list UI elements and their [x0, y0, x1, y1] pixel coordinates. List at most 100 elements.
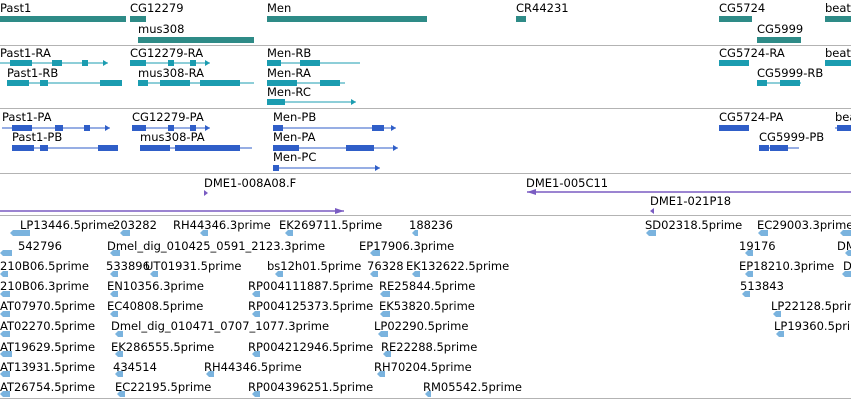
- protein-arrow[interactable]: [759, 145, 764, 151]
- est-label[interactable]: Dmel_dig_010425_0591_2123.3prime: [107, 239, 326, 253]
- est-glyph[interactable]: [252, 351, 260, 357]
- est-label[interactable]: 188236: [409, 218, 453, 232]
- protein-exon[interactable]: [273, 145, 299, 151]
- transcript-arrow[interactable]: [267, 60, 272, 66]
- protein-label[interactable]: Past1-PB: [12, 130, 63, 144]
- est-glyph[interactable]: [0, 331, 10, 337]
- transcript-exon[interactable]: [10, 60, 32, 66]
- protein-arrow[interactable]: [375, 165, 380, 171]
- clone-arrow[interactable]: [335, 208, 344, 214]
- protein-exon[interactable]: [273, 165, 279, 171]
- protein-label[interactable]: CG5999-PB: [759, 130, 825, 144]
- protein-arrow[interactable]: [105, 125, 110, 131]
- protein-label[interactable]: beat: [835, 110, 851, 124]
- est-glyph[interactable]: [117, 391, 125, 397]
- protein-arrow[interactable]: [744, 125, 749, 131]
- transcript-exon[interactable]: [168, 60, 174, 66]
- gene-glyph[interactable]: [516, 16, 526, 22]
- transcript-exon[interactable]: [52, 60, 62, 66]
- protein-arrow[interactable]: [140, 145, 145, 151]
- gene-glyph[interactable]: [130, 16, 146, 22]
- est-label[interactable]: RP004212946.5prime: [248, 340, 374, 354]
- gene-label[interactable]: Past1: [0, 1, 32, 15]
- est-glyph[interactable]: [150, 271, 158, 277]
- gene-label[interactable]: CR44231: [516, 1, 569, 15]
- est-glyph[interactable]: [10, 230, 30, 236]
- est-label[interactable]: EC29003.3prime: [757, 218, 851, 232]
- gene-label[interactable]: beat: [825, 1, 851, 15]
- est-label[interactable]: 434514: [113, 360, 157, 374]
- est-label[interactable]: LP19360.5prime: [774, 319, 851, 333]
- est-glyph[interactable]: [377, 371, 385, 377]
- est-glyph[interactable]: [0, 271, 8, 277]
- protein-exon[interactable]: [346, 145, 374, 151]
- est-label[interactable]: RH44346.3prime: [173, 218, 271, 232]
- est-glyph[interactable]: [380, 311, 390, 317]
- transcript-exon[interactable]: [7, 80, 29, 86]
- transcript-label[interactable]: CG5724-RA: [719, 46, 785, 60]
- clone-label[interactable]: DME1-005C11: [526, 176, 609, 190]
- est-glyph[interactable]: [252, 311, 260, 317]
- est-label[interactable]: LP02290.5prime: [374, 319, 469, 333]
- est-glyph[interactable]: [0, 250, 12, 256]
- protein-exon[interactable]: [190, 125, 196, 131]
- est-glyph[interactable]: [115, 351, 123, 357]
- transcript-exon[interactable]: [160, 80, 190, 86]
- est-glyph[interactable]: [742, 291, 750, 297]
- est-glyph[interactable]: [0, 371, 10, 377]
- transcript-exon[interactable]: [267, 80, 297, 86]
- transcript-arrow[interactable]: [267, 80, 272, 86]
- transcript-arrow[interactable]: [138, 80, 143, 86]
- protein-exon[interactable]: [273, 125, 283, 131]
- est-label[interactable]: 203282: [113, 218, 157, 232]
- transcript-label[interactable]: CG5999-RB: [757, 66, 824, 80]
- transcript-exon[interactable]: [320, 80, 340, 86]
- est-label[interactable]: bs12h01.5prime: [267, 259, 362, 273]
- protein-label[interactable]: Past1-PA: [2, 110, 52, 124]
- est-glyph[interactable]: [776, 331, 784, 337]
- est-glyph[interactable]: [412, 230, 418, 236]
- protein-exon[interactable]: [175, 145, 240, 151]
- est-label[interactable]: EK286555.5prime: [111, 340, 215, 354]
- est-label[interactable]: AT19629.5prime: [0, 340, 96, 354]
- protein-label[interactable]: CG12279-PA: [132, 110, 204, 124]
- est-glyph[interactable]: [285, 230, 293, 236]
- gene-glyph[interactable]: [719, 16, 752, 22]
- gene-label[interactable]: Men: [267, 1, 292, 15]
- est-glyph[interactable]: [0, 311, 10, 317]
- est-glyph[interactable]: [646, 230, 656, 236]
- est-label[interactable]: UT01931.5prime: [145, 259, 242, 273]
- est-glyph[interactable]: [115, 331, 123, 337]
- gene-glyph[interactable]: [138, 37, 254, 43]
- est-label[interactable]: EK53820.5prime: [379, 299, 475, 313]
- est-label[interactable]: AT07970.5prime: [0, 299, 96, 313]
- est-glyph[interactable]: [200, 230, 208, 236]
- est-glyph[interactable]: [845, 250, 851, 256]
- est-label[interactable]: EC22195.5prime: [115, 380, 212, 394]
- transcript-arrow[interactable]: [846, 60, 851, 66]
- protein-exon[interactable]: [837, 125, 851, 131]
- transcript-label[interactable]: mus308-RA: [138, 66, 204, 80]
- protein-exon[interactable]: [84, 125, 90, 131]
- gene-glyph[interactable]: [267, 16, 427, 22]
- gene-glyph[interactable]: [825, 16, 851, 22]
- clone-label[interactable]: DME1-008A08.F: [204, 176, 297, 190]
- est-glyph[interactable]: [842, 271, 851, 277]
- est-glyph[interactable]: [275, 271, 283, 277]
- gene-label[interactable]: CG5724: [719, 1, 766, 15]
- transcript-exon[interactable]: [719, 60, 749, 66]
- protein-exon[interactable]: [770, 145, 788, 151]
- est-label[interactable]: EP17906.3prime: [359, 239, 455, 253]
- protein-exon[interactable]: [719, 125, 749, 131]
- est-label[interactable]: 210B06.5prime: [0, 259, 89, 273]
- est-glyph[interactable]: [840, 230, 851, 236]
- est-glyph[interactable]: [758, 230, 768, 236]
- est-label[interactable]: D: [843, 259, 851, 273]
- protein-exon[interactable]: [168, 125, 174, 131]
- est-label[interactable]: EK269711.5prime: [279, 218, 383, 232]
- est-glyph[interactable]: [115, 371, 123, 377]
- protein-arrow[interactable]: [391, 125, 396, 131]
- est-glyph[interactable]: [745, 250, 753, 256]
- gene-label[interactable]: CG5999: [757, 22, 804, 36]
- est-label[interactable]: 533896: [106, 259, 150, 273]
